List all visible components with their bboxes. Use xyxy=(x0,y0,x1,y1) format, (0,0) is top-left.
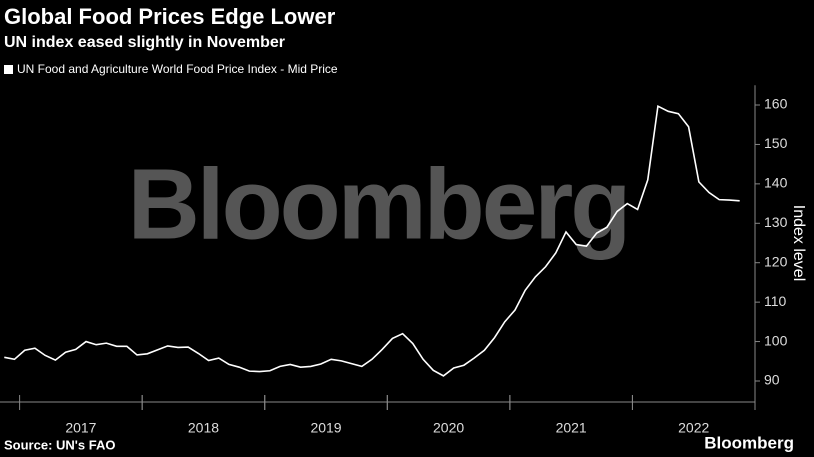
x-tick-label: 2022 xyxy=(678,420,709,436)
y-tick-label: 140 xyxy=(764,175,788,191)
data-line xyxy=(4,104,740,377)
brand-logo: Bloomberg xyxy=(704,433,794,452)
x-tick-label: 2019 xyxy=(310,420,341,436)
chart-subtitle: UN index eased slightly in November xyxy=(4,34,285,51)
x-tick-label: 2018 xyxy=(188,420,219,436)
x-tick-label: 2017 xyxy=(65,420,96,436)
y-tick-label: 150 xyxy=(764,135,788,151)
x-tick-label: 2020 xyxy=(433,420,464,436)
chart-title: Global Food Prices Edge Lower xyxy=(4,4,336,29)
y-axis-label: Index level xyxy=(790,205,807,282)
y-tick-label: 130 xyxy=(764,214,788,230)
legend-swatch xyxy=(4,65,13,74)
y-tick-label: 160 xyxy=(764,96,788,112)
y-tick-label: 90 xyxy=(764,372,780,388)
y-tick-label: 110 xyxy=(764,293,787,309)
watermark: Bloomberg xyxy=(128,148,629,260)
y-tick-label: 120 xyxy=(764,253,788,269)
legend-label: UN Food and Agriculture World Food Price… xyxy=(17,62,338,76)
y-tick-label: 100 xyxy=(764,332,788,348)
source: Source: UN's FAO xyxy=(4,437,115,452)
x-tick-label: 2021 xyxy=(556,420,587,436)
